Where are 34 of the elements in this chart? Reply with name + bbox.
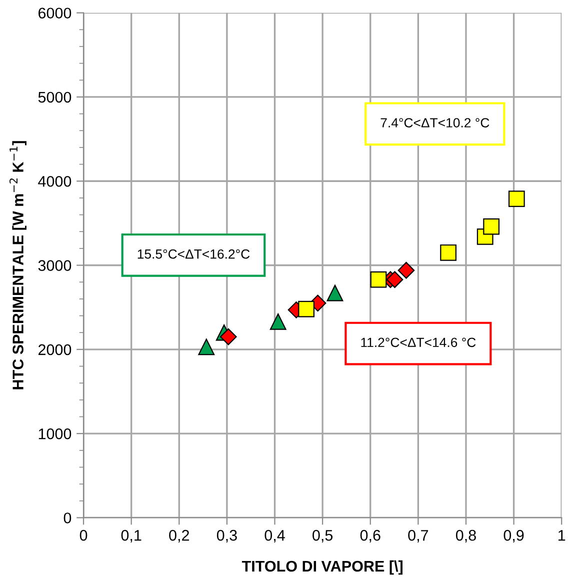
point [483,218,500,235]
point [370,271,387,288]
point [508,190,525,207]
point [398,262,415,279]
text: 15.5°C<ΔT<16.2°C [138,249,250,259]
y-tick-label: 5000 [38,92,72,103]
x-tick-label: 0,4 [264,530,285,543]
x-tick-label: 0,5 [312,530,333,543]
x-tick-label: 0,9 [504,530,524,543]
y-tick-label: 3000 [38,260,72,271]
x-tick-label: 0,3 [216,530,237,543]
y-tick-label: 0 [64,512,72,524]
point [270,313,286,330]
y-axis-title: HTC SPERIMENTALE [W m$^{−2}$ K$^{−1}$] [10,141,26,390]
x-tick-label: 0 [80,530,88,541]
x-axis-title: TITOLO DI VAPORE [\] [242,560,402,575]
x-tick-label: 1 [558,530,566,541]
x-tick-label: 0,7 [408,530,428,543]
x-tick-label: 0,1 [121,530,142,543]
x-tick-label: 0,2 [169,530,189,543]
y-tick-label: 2000 [38,344,72,356]
text: 7.4°C<ΔT<10.2 °C [380,118,490,128]
y-tick-label: 1000 [38,428,72,440]
point [298,300,314,318]
x-tick-label: 0,8 [456,530,476,543]
text: 11.2°C<ΔT<14.6 °C [361,338,476,348]
y-tick-label: 4000 [38,176,72,187]
point [386,271,404,288]
y-tick-label: 6000 [38,8,72,19]
point [440,244,456,261]
x-tick-label: 0,6 [360,530,380,543]
point [326,284,344,302]
point [198,338,215,356]
point [220,328,237,346]
